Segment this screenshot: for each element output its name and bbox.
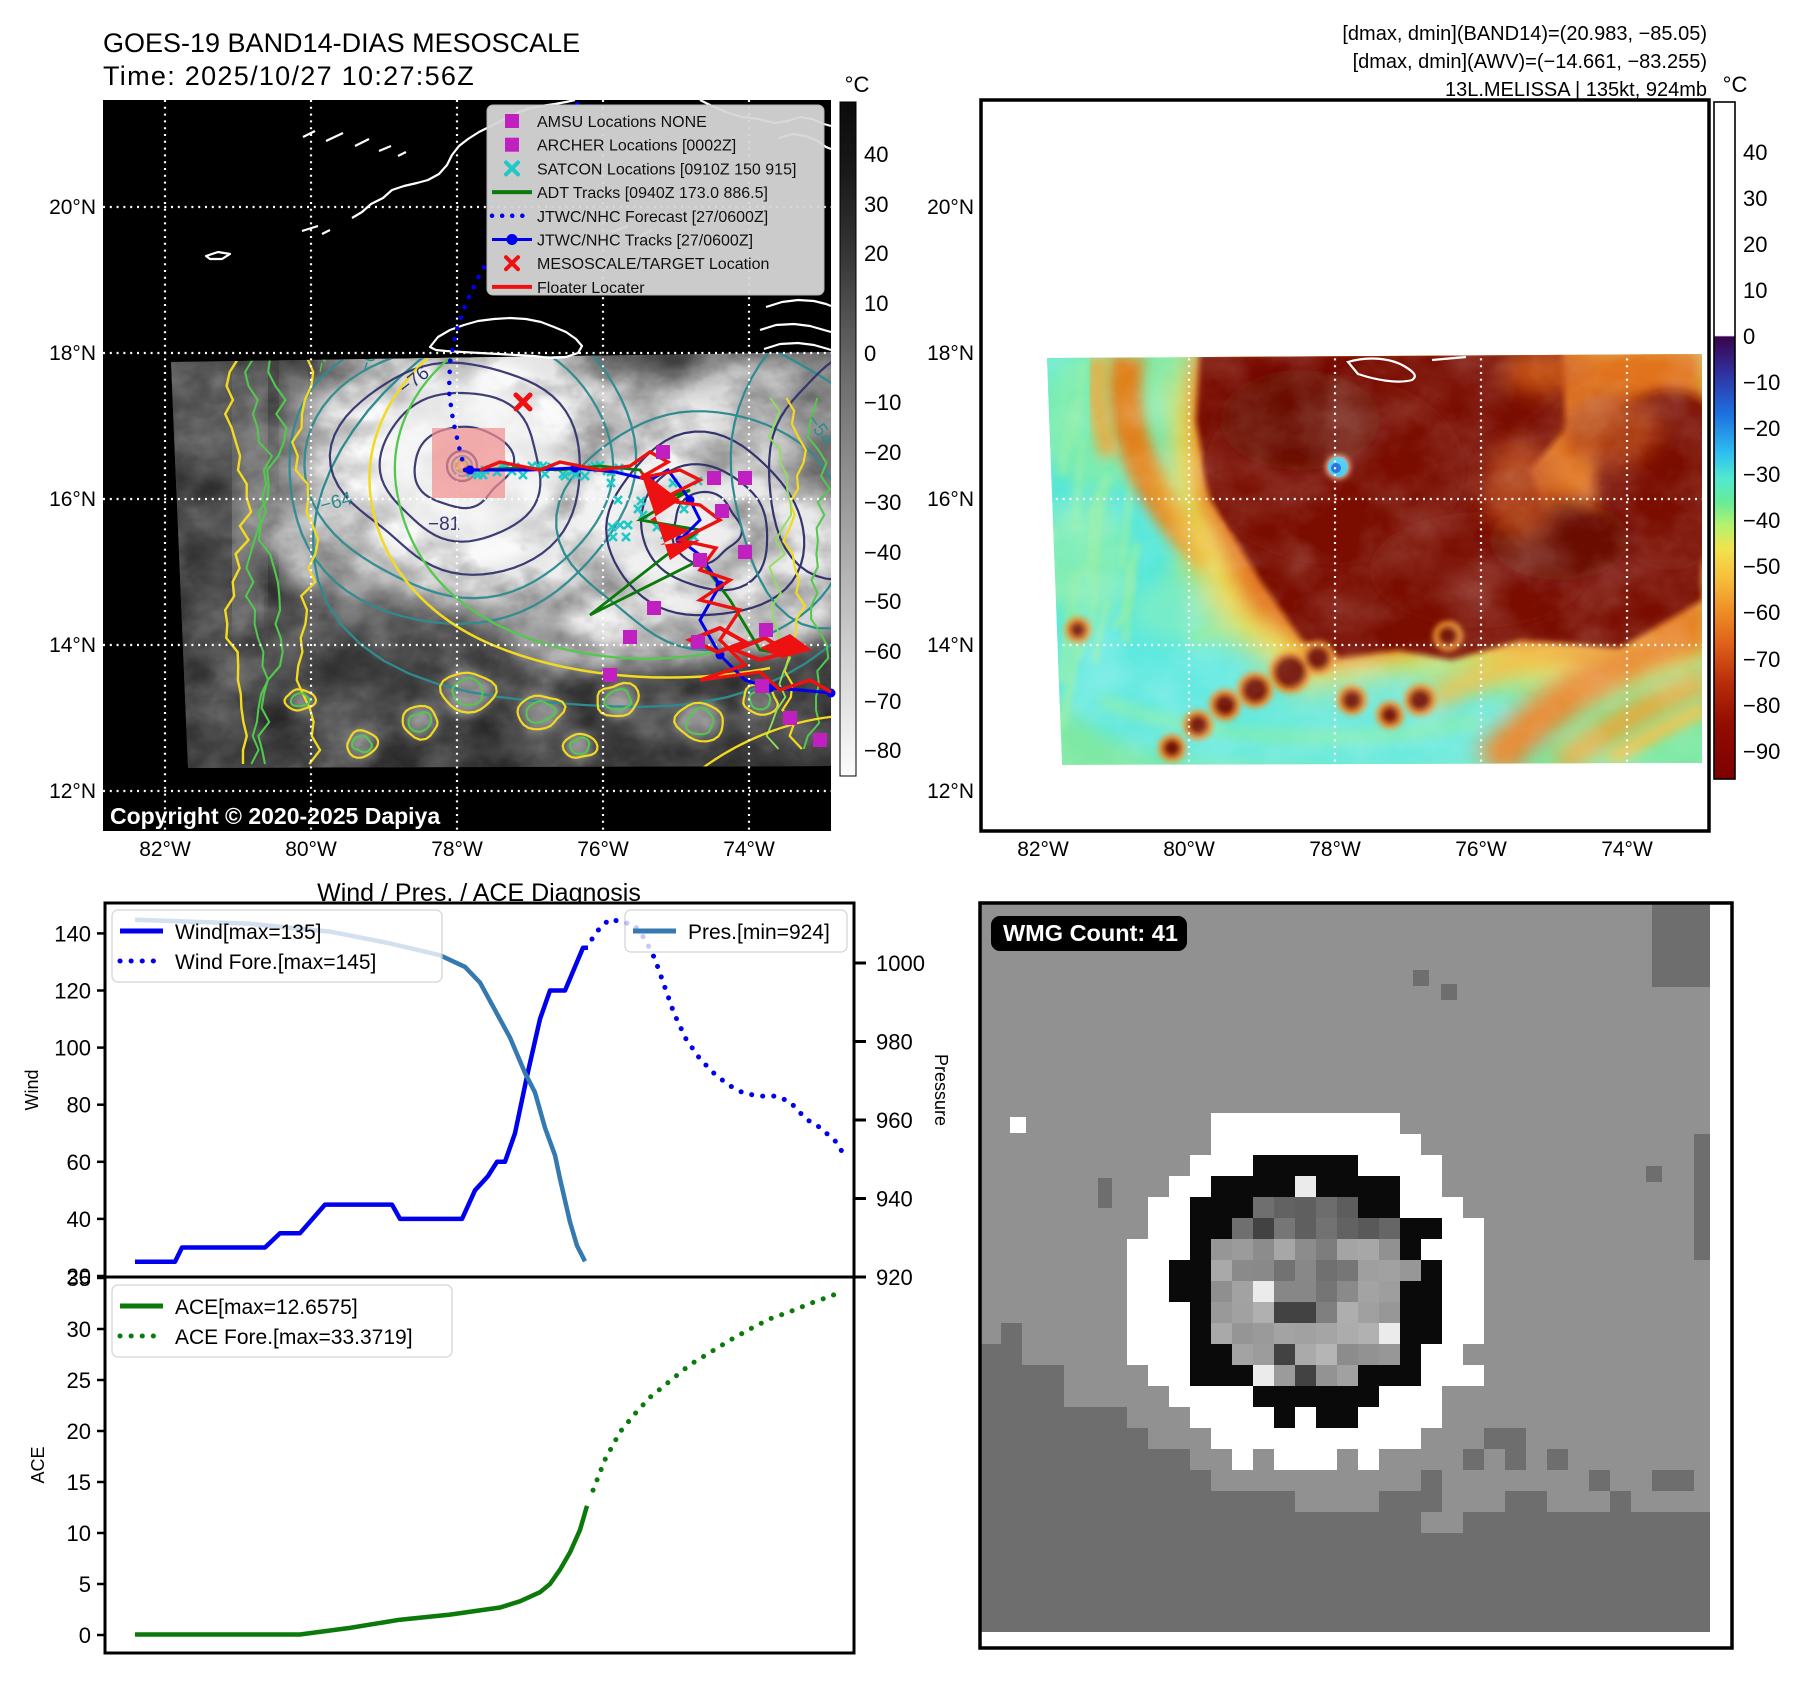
svg-text:82°W: 82°W [139,838,191,861]
svg-text:0: 0 [864,341,876,366]
svg-text:60: 60 [67,1150,91,1175]
svg-text:960: 960 [876,1108,913,1133]
svg-text:Wind: Wind [22,1069,42,1110]
svg-text:Floater Locater: Floater Locater [537,280,645,297]
svg-text:40: 40 [864,142,888,167]
svg-text:20°N: 20°N [927,196,974,219]
svg-text:0: 0 [79,1623,91,1648]
svg-text:980: 980 [876,1030,913,1055]
svg-text:−60: −60 [864,639,901,664]
svg-text:−10: −10 [1743,370,1780,395]
svg-text:°C: °C [845,72,870,97]
svg-text:20°N: 20°N [49,196,96,219]
svg-text:20: 20 [864,241,888,266]
svg-text:30: 30 [864,192,888,217]
svg-text:100: 100 [54,1036,91,1061]
svg-text:12°N: 12°N [49,780,96,803]
svg-text:12°N: 12°N [927,780,974,803]
svg-text:10: 10 [864,291,888,316]
svg-text:−50: −50 [1743,554,1780,579]
svg-text:80°W: 80°W [285,838,337,861]
svg-text:WMG Count: 41: WMG Count: 41 [1003,920,1178,946]
svg-text:−90: −90 [1743,739,1780,764]
svg-text:18°N: 18°N [49,342,96,365]
svg-text:25: 25 [67,1368,91,1393]
svg-text:10: 10 [1743,278,1767,303]
svg-text:−81: −81 [428,514,460,535]
svg-text:74°W: 74°W [723,838,775,861]
svg-text:Time: 2025/10/27 10:27:56Z: Time: 2025/10/27 10:27:56Z [103,61,475,91]
svg-text:ACE Fore.[max=33.3719]: ACE Fore.[max=33.3719] [175,1326,413,1349]
svg-text:120: 120 [54,979,91,1004]
svg-text:−30: −30 [1743,462,1780,487]
svg-text:76°W: 76°W [1455,838,1507,861]
svg-text:13L.MELISSA | 135kt, 924mb: 13L.MELISSA | 135kt, 924mb [1445,79,1707,101]
svg-text:35: 35 [67,1266,91,1291]
svg-text:°C: °C [1723,72,1748,97]
svg-text:GOES-19 BAND14-DIAS MESOSCALE: GOES-19 BAND14-DIAS MESOSCALE [103,28,580,58]
svg-text:MESOSCALE/TARGET Location: MESOSCALE/TARGET Location [537,256,769,273]
svg-text:−40: −40 [864,540,901,565]
svg-text:−20: −20 [1743,416,1780,441]
svg-text:[dmax, dmin](AWV)=(−14.661, −8: [dmax, dmin](AWV)=(−14.661, −83.255) [1353,51,1707,73]
svg-text:ACE[max=12.6575]: ACE[max=12.6575] [175,1296,358,1319]
svg-text:78°W: 78°W [431,838,483,861]
svg-text:82°W: 82°W [1017,838,1069,861]
svg-text:40: 40 [1743,140,1767,165]
svg-text:18°N: 18°N [927,342,974,365]
svg-text:ADT Tracks [0940Z 173.0 886.5]: ADT Tracks [0940Z 173.0 886.5] [537,185,768,202]
svg-text:16°N: 16°N [927,488,974,511]
svg-text:80°W: 80°W [1163,838,1215,861]
svg-text:−70: −70 [1743,647,1780,672]
svg-text:Pressure: Pressure [931,1054,951,1126]
svg-text:78°W: 78°W [1309,838,1361,861]
svg-text:−60: −60 [1743,600,1780,625]
svg-text:1000: 1000 [876,951,925,976]
svg-text:140: 140 [54,921,91,946]
svg-text:Pres.[min=924]: Pres.[min=924] [688,921,830,944]
svg-text:14°N: 14°N [927,634,974,657]
svg-text:[dmax, dmin](BAND14)=(20.983,: [dmax, dmin](BAND14)=(20.983, −85.05) [1342,23,1707,45]
svg-text:14°N: 14°N [49,634,96,657]
svg-text:0: 0 [1743,324,1755,349]
svg-text:80: 80 [67,1093,91,1118]
svg-text:30: 30 [67,1317,91,1342]
svg-text:SATCON Locations [0910Z 150 91: SATCON Locations [0910Z 150 915] [537,161,796,178]
svg-text:940: 940 [876,1187,913,1212]
svg-text:40: 40 [67,1207,91,1232]
svg-text:30: 30 [1743,186,1767,211]
svg-text:−20: −20 [864,440,901,465]
svg-text:AMSU Locations NONE: AMSU Locations NONE [537,114,707,131]
svg-text:Wind Fore.[max=145]: Wind Fore.[max=145] [175,951,376,974]
svg-text:Wind[max=135]: Wind[max=135] [175,921,322,944]
svg-text:20: 20 [1743,232,1767,257]
svg-text:−50: −50 [864,589,901,614]
svg-text:74°W: 74°W [1601,838,1653,861]
svg-text:−70: −70 [864,689,901,714]
svg-text:5: 5 [79,1572,91,1597]
svg-text:Copyright © 2020-2025 Dapiya: Copyright © 2020-2025 Dapiya [110,803,440,829]
svg-text:−10: −10 [864,390,901,415]
svg-text:20: 20 [67,1419,91,1444]
svg-text:−40: −40 [1743,508,1780,533]
svg-text:920: 920 [876,1265,913,1290]
svg-text:JTWC/NHC Tracks [27/0600Z]: JTWC/NHC Tracks [27/0600Z] [537,233,753,250]
svg-text:−80: −80 [864,738,901,763]
svg-text:76°W: 76°W [577,838,629,861]
svg-text:JTWC/NHC Forecast [27/0600Z]: JTWC/NHC Forecast [27/0600Z] [537,209,768,226]
svg-text:16°N: 16°N [49,488,96,511]
svg-text:−30: −30 [864,490,901,515]
svg-text:20: 20 [67,1264,91,1289]
svg-text:ACE: ACE [28,1446,48,1483]
svg-text:15: 15 [67,1470,91,1495]
svg-text:−80: −80 [1743,693,1780,718]
svg-text:10: 10 [67,1521,91,1546]
svg-text:ARCHER Locations [0002Z]: ARCHER Locations [0002Z] [537,138,736,155]
